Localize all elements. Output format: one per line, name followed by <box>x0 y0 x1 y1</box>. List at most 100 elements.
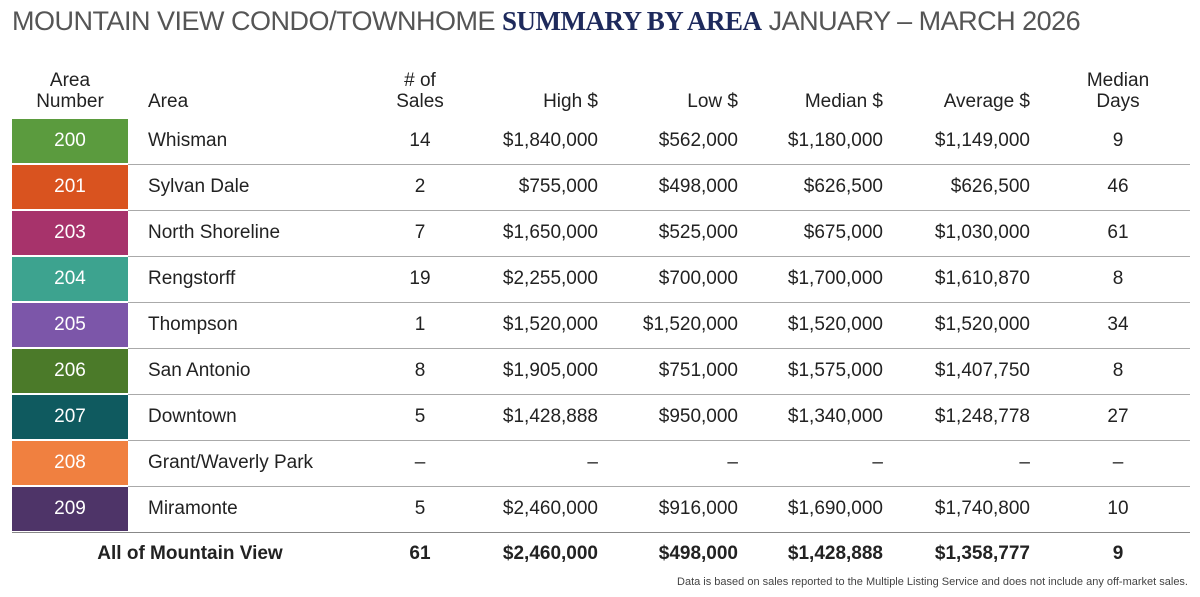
area-name: Whisman <box>148 130 228 151</box>
cell-value: – <box>414 452 426 473</box>
area-number: 205 <box>54 314 86 335</box>
cell-value: $1,520,000 <box>502 314 598 335</box>
cell-value: 5 <box>414 498 426 519</box>
area-number: 204 <box>54 268 86 289</box>
cell-value: $2,460,000 <box>502 498 598 519</box>
area-color-cell <box>12 487 128 531</box>
row-divider <box>128 256 1190 257</box>
cell-value: $1,700,000 <box>787 268 883 289</box>
total-value: $1,358,777 <box>934 543 1030 564</box>
cell-value: 8 <box>1112 360 1124 381</box>
area-name: San Antonio <box>148 360 251 381</box>
cell-value: – <box>872 452 883 473</box>
cell-value: $1,520,000 <box>787 314 883 335</box>
row-divider <box>128 302 1190 303</box>
row-divider <box>12 532 1190 533</box>
area-color-cell <box>12 303 128 347</box>
column-header: Low $ <box>687 91 738 112</box>
area-color-cell <box>12 211 128 255</box>
cell-value: $751,000 <box>658 360 738 381</box>
area-number: 209 <box>54 498 86 519</box>
cell-value: $700,000 <box>658 268 738 289</box>
area-name: Thompson <box>148 314 238 335</box>
row-divider <box>128 440 1190 441</box>
cell-value: – <box>1112 452 1124 473</box>
cell-value: $1,690,000 <box>787 498 883 519</box>
cell-value: $498,000 <box>658 176 738 197</box>
cell-value: 1 <box>414 314 426 335</box>
area-number: 201 <box>54 176 86 197</box>
area-number: 208 <box>54 452 86 473</box>
cell-value: $1,180,000 <box>787 130 883 151</box>
cell-value: $1,428,888 <box>502 406 598 427</box>
cell-value: $626,500 <box>803 176 883 197</box>
area-color-cell <box>12 349 128 393</box>
cell-value: 10 <box>1107 498 1129 519</box>
area-number: 206 <box>54 360 86 381</box>
area-color-cell <box>12 395 128 439</box>
cell-value: 5 <box>414 406 426 427</box>
area-name: North Shoreline <box>148 222 281 243</box>
cell-value: 61 <box>1107 222 1129 243</box>
cell-value: 8 <box>1112 268 1124 289</box>
area-color-cell <box>12 441 128 485</box>
cell-value: $675,000 <box>803 222 883 243</box>
column-header: Area <box>148 91 189 112</box>
total-label: All of Mountain View <box>97 543 283 564</box>
column-header: # of Sales <box>396 70 444 112</box>
cell-value: $1,905,000 <box>502 360 598 381</box>
column-header: High $ <box>543 91 598 112</box>
cell-value: $1,520,000 <box>642 314 738 335</box>
area-color-cell <box>12 165 128 209</box>
cell-value: $1,610,870 <box>934 268 1030 289</box>
cell-value: $1,520,000 <box>934 314 1030 335</box>
cell-value: $1,650,000 <box>502 222 598 243</box>
cell-value: $1,840,000 <box>502 130 598 151</box>
total-value: $1,428,888 <box>787 543 883 564</box>
cell-value: – <box>587 452 598 473</box>
cell-value: – <box>1019 452 1030 473</box>
title: MOUNTAIN VIEW CONDO/TOWNHOME SUMMARY BY … <box>12 6 1081 37</box>
title-period: JANUARY – MARCH 2026 <box>768 6 1081 36</box>
cell-value: 46 <box>1107 176 1129 197</box>
total-value: 61 <box>409 543 431 564</box>
column-header: Median $ <box>804 91 883 112</box>
row-divider <box>128 394 1190 395</box>
row-divider <box>128 210 1190 211</box>
cell-value: $1,740,800 <box>934 498 1030 519</box>
cell-value: $1,030,000 <box>934 222 1030 243</box>
cell-value: 2 <box>414 176 426 197</box>
area-name: Grant/Waverly Park <box>148 452 314 473</box>
cell-value: 7 <box>414 222 426 243</box>
cell-value: $950,000 <box>658 406 738 427</box>
area-name: Rengstorff <box>148 268 236 289</box>
cell-value: $1,340,000 <box>787 406 883 427</box>
cell-value: 14 <box>409 130 431 151</box>
area-number: 207 <box>54 406 86 427</box>
area-color-cell <box>12 257 128 301</box>
area-color-cell <box>12 119 128 163</box>
column-header: Median Days <box>1086 70 1150 112</box>
cell-value: 9 <box>1112 130 1124 151</box>
cell-value: $1,575,000 <box>787 360 883 381</box>
area-number: 203 <box>54 222 86 243</box>
area-number: 200 <box>54 130 86 151</box>
cell-value: 27 <box>1107 406 1129 427</box>
cell-value: 8 <box>414 360 426 381</box>
row-divider <box>128 486 1190 487</box>
cell-value: $525,000 <box>658 222 738 243</box>
row-divider <box>128 164 1190 165</box>
title-highlight: SUMMARY BY AREA <box>502 6 762 36</box>
cell-value: $755,000 <box>518 176 598 197</box>
area-name: Downtown <box>148 406 237 427</box>
cell-value: $2,255,000 <box>502 268 598 289</box>
total-value: 9 <box>1112 543 1124 564</box>
footnote: Data is based on sales reported to the M… <box>677 576 1188 588</box>
area-name: Sylvan Dale <box>148 176 250 197</box>
cell-value: $1,149,000 <box>934 130 1030 151</box>
cell-value: $626,500 <box>950 176 1030 197</box>
cell-value: $562,000 <box>658 130 738 151</box>
cell-value: $1,407,750 <box>934 360 1030 381</box>
column-header: Area Number <box>36 70 104 112</box>
